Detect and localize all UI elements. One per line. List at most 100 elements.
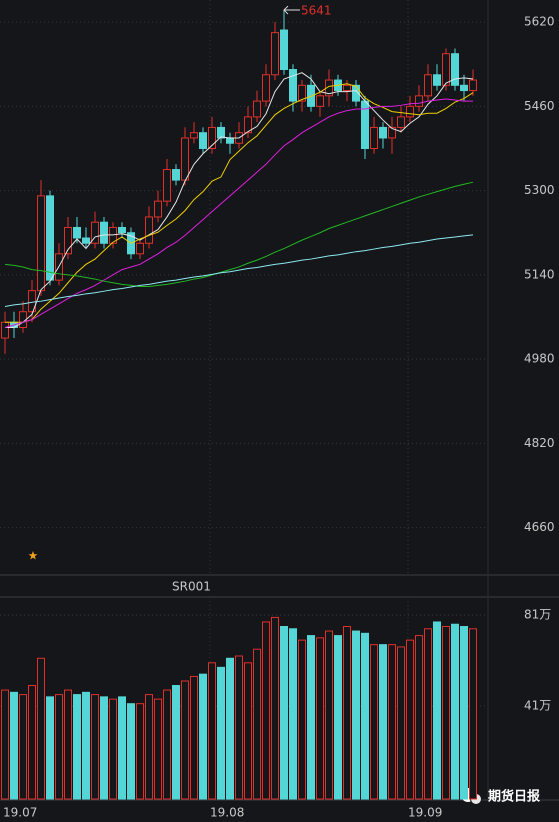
- candle-body: [64, 226, 72, 255]
- volume-bar: [379, 644, 387, 800]
- volume-bar: [136, 703, 144, 800]
- y-tick-label: 4820: [524, 436, 555, 450]
- candle-body: [190, 132, 198, 139]
- volume-bar: [46, 696, 54, 800]
- volume-bar: [262, 621, 270, 800]
- volume-bar: [172, 685, 180, 800]
- candle-body: [343, 84, 351, 92]
- y-tick-label: 5620: [524, 15, 555, 29]
- volume-bar: [154, 698, 162, 800]
- candle-body: [469, 79, 477, 92]
- candle-body: [82, 237, 90, 244]
- volume-bar: [307, 635, 315, 800]
- volume-bar: [217, 666, 225, 800]
- y-tick-label: 81万: [524, 608, 551, 622]
- moving-average-line: [4, 181, 474, 287]
- volume-bar: [442, 626, 450, 800]
- candle-body: [271, 32, 279, 76]
- candle-body: [298, 84, 306, 102]
- volume-bar: [433, 621, 441, 800]
- candle-body: [1, 321, 9, 339]
- candle-body: [217, 126, 225, 139]
- candle-body: [253, 100, 261, 118]
- volume-bar: [325, 630, 333, 800]
- volume-bar: [37, 657, 45, 800]
- indicator-label: SR001: [172, 580, 211, 594]
- watermark-text: 期货日报: [488, 789, 541, 805]
- x-tick-label: 19.07: [3, 806, 37, 820]
- moving-average-line: [5, 72, 474, 329]
- y-tick-label: 5140: [524, 267, 555, 281]
- volume-bar: [460, 626, 468, 800]
- candle-body: [181, 137, 189, 181]
- moving-average-line: [5, 83, 474, 323]
- candle-body: [244, 116, 252, 134]
- volume-bar: [253, 648, 261, 800]
- candle-body: [316, 95, 324, 107]
- volume-bar: [190, 675, 198, 800]
- candle-body: [199, 132, 207, 149]
- candle-body: [379, 126, 387, 139]
- candle-body: [433, 74, 441, 86]
- candle-body: [280, 29, 288, 71]
- volume-bar: [100, 696, 108, 800]
- volume-bar: [406, 639, 414, 800]
- volume-bar: [451, 623, 459, 800]
- candle-body: [226, 137, 234, 144]
- star-marker: [28, 551, 38, 560]
- volume-bar: [10, 691, 18, 800]
- y-tick-label: 4660: [524, 520, 555, 534]
- volume-bar: [298, 639, 306, 800]
- candle-body: [163, 169, 171, 202]
- candle-body: [172, 169, 180, 181]
- x-tick-label: 19.08: [210, 806, 244, 820]
- y-tick-label: 41万: [524, 698, 551, 712]
- candle-body: [136, 242, 144, 255]
- candle-body: [289, 69, 297, 102]
- volume-bar: [181, 680, 189, 800]
- x-tick-label: 19.09: [408, 806, 442, 820]
- volume-bar: [235, 655, 243, 800]
- volume-bar: [370, 644, 378, 800]
- volume-bar: [289, 628, 297, 800]
- y-tick-label: 5460: [524, 99, 555, 113]
- volume-bar: [163, 689, 171, 800]
- candle-body: [28, 290, 36, 313]
- volume-bar: [55, 694, 63, 800]
- volume-bar: [316, 637, 324, 800]
- volume-bar: [91, 694, 99, 800]
- volume-bar: [280, 626, 288, 800]
- candle-body: [37, 195, 45, 292]
- volume-bar: [127, 703, 135, 800]
- candle-body: [208, 126, 216, 149]
- candle-body: [352, 84, 360, 102]
- candle-body: [73, 226, 81, 239]
- volume-bar: [19, 694, 27, 800]
- candle-body: [415, 95, 423, 107]
- volume-bar: [244, 662, 252, 800]
- candle-body: [262, 74, 270, 102]
- volume-bar: [334, 635, 342, 800]
- volume-bar: [361, 632, 369, 800]
- volume-bar: [73, 694, 81, 800]
- annotation-arrow: [282, 5, 300, 15]
- volume-bar: [82, 691, 90, 800]
- candle-body: [46, 195, 54, 281]
- candle-body: [118, 226, 126, 234]
- volume-bar: [271, 616, 279, 800]
- candle-body: [154, 200, 162, 218]
- volume-bar: [199, 673, 207, 800]
- volume-bar: [415, 635, 423, 800]
- volume-bar: [469, 628, 477, 800]
- candle-body: [91, 221, 99, 244]
- moving-average-line: [4, 98, 473, 328]
- candle-body: [325, 79, 333, 97]
- candle-body: [388, 126, 396, 139]
- volume-bar: [397, 646, 405, 800]
- y-tick-label: 4980: [524, 352, 555, 366]
- volume-bar: [109, 698, 117, 800]
- volume-bar: [388, 644, 396, 800]
- volume-bar: [208, 662, 216, 800]
- candle-body: [406, 105, 414, 118]
